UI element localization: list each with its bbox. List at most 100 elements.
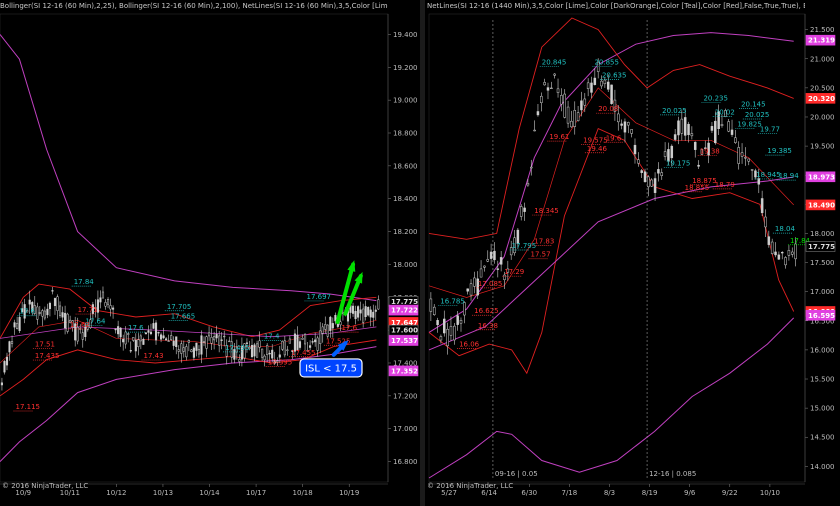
candle — [278, 354, 281, 358]
candle — [238, 359, 241, 362]
y-tick-label: 17.000 — [810, 288, 835, 296]
candle — [324, 324, 327, 330]
level-label: 17.62 — [70, 321, 90, 329]
candle — [446, 328, 449, 347]
candle — [296, 334, 299, 351]
copyright-right: © 2016 NinjaTrader, LLC — [427, 482, 514, 490]
candle — [613, 99, 617, 112]
candle — [124, 331, 127, 345]
copyright-left: © 2016 NinjaTrader, LLC — [2, 482, 89, 490]
candle — [566, 106, 570, 124]
contract-rollover-label: 12-16 | 0.085 — [649, 470, 696, 478]
level-label: 17.84 — [74, 278, 95, 286]
candle — [657, 169, 660, 174]
candle — [61, 312, 64, 318]
x-tick-label: 10/18 — [293, 489, 313, 497]
chart-panel-right[interactable]: 14.000 14.500 15.000 15.500 16.000 16.500 17.0… — [425, 0, 840, 506]
candle — [364, 306, 367, 318]
candle — [362, 308, 365, 323]
bb25-lower — [0, 339, 377, 397]
daily-chart[interactable]: 14.000 14.500 15.000 15.500 16.000 16.500 17.0… — [425, 0, 840, 506]
candle — [71, 320, 74, 328]
isl-callout — [299, 358, 363, 378]
level-label: 17.51 — [35, 341, 55, 349]
price-marker-label: 17.722 — [391, 307, 418, 315]
candle — [152, 323, 155, 329]
contract-rollover-label: 09-16 | 0.05 — [495, 470, 538, 478]
candle — [266, 345, 269, 355]
y-tick-label: 20.000 — [810, 113, 835, 121]
level-label: 17.085 — [478, 280, 503, 288]
candle — [225, 345, 228, 357]
candle — [770, 241, 774, 254]
candle — [220, 339, 223, 341]
chart-panel-left[interactable]: 16.80017.00017.20017.40017.60017.80018.0… — [0, 0, 420, 506]
level-label: 20.025 — [662, 107, 687, 115]
y-tick-label: 18.200 — [393, 228, 418, 236]
y-tick-label: 15.000 — [810, 405, 835, 413]
level-label: 20.145 — [741, 101, 766, 109]
price-marker — [388, 304, 419, 316]
candle — [606, 81, 610, 90]
candle — [253, 344, 256, 357]
candle — [359, 309, 362, 314]
candle — [134, 339, 137, 352]
intraday-chart[interactable]: 16.80017.00017.20017.40017.60017.80018.0… — [0, 0, 420, 506]
candle — [610, 84, 613, 104]
candle — [787, 250, 791, 256]
candle — [127, 333, 130, 335]
candle — [230, 341, 233, 358]
y-tick-label: 15.500 — [810, 376, 835, 384]
candle — [8, 341, 11, 353]
candle — [784, 257, 787, 266]
candle — [96, 299, 99, 313]
x-tick-label: 10/14 — [199, 489, 220, 497]
price-marker-label: 21.319 — [808, 37, 835, 45]
y-tick-label: 21.000 — [810, 55, 835, 63]
x-tick-label: 10/10 — [760, 489, 780, 497]
candle — [643, 171, 647, 183]
y-tick-label: 18.000 — [393, 261, 418, 269]
candle — [499, 257, 503, 265]
candle — [301, 337, 304, 340]
level-label: 17.395 — [268, 359, 293, 367]
candle — [132, 337, 135, 341]
candle — [303, 334, 307, 345]
candle — [483, 265, 486, 268]
candle — [667, 149, 670, 162]
level-label: 19.77 — [760, 126, 780, 134]
candle — [429, 298, 433, 312]
y-tick-label: 14.500 — [810, 434, 835, 442]
level-label: 20.235 — [703, 95, 728, 103]
candle — [99, 297, 102, 303]
panel-divider[interactable] — [420, 0, 425, 506]
level-label: 17.665 — [171, 313, 196, 321]
candle — [41, 310, 44, 317]
candle — [16, 323, 19, 329]
y-tick-label: 17.200 — [393, 392, 418, 400]
level-label: 19.46 — [587, 145, 608, 153]
candle — [258, 340, 261, 348]
y-tick-label: 16.000 — [810, 346, 835, 354]
candle — [3, 361, 6, 373]
level-label: 17.6 — [128, 324, 144, 332]
candle — [630, 129, 633, 134]
candle — [5, 356, 9, 366]
candle — [268, 352, 271, 355]
candle — [74, 323, 77, 341]
level-label: 16.785 — [440, 297, 465, 305]
candle — [89, 319, 92, 328]
candle — [64, 312, 67, 329]
candle — [160, 334, 163, 340]
candle — [91, 304, 94, 314]
candle — [129, 350, 132, 352]
level-label: 19.575 — [583, 137, 608, 145]
x-tick-label: 10/9 — [15, 489, 31, 497]
x-tick-label: 7/18 — [562, 489, 578, 497]
price-marker — [805, 93, 836, 104]
candle — [233, 349, 236, 360]
candle — [469, 283, 473, 296]
candle — [53, 298, 57, 306]
candle — [459, 319, 463, 324]
level-label: 18.345 — [534, 207, 559, 215]
